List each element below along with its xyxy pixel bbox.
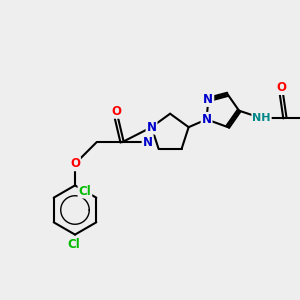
Text: O: O [111,105,121,118]
Text: N: N [203,93,213,106]
Text: O: O [276,81,286,94]
Text: Cl: Cl [79,184,91,198]
Text: N: N [147,121,157,134]
Text: N: N [142,136,153,149]
Text: N: N [202,113,212,126]
Text: O: O [70,157,80,170]
Text: NH: NH [252,113,271,123]
Text: Cl: Cl [67,238,80,251]
